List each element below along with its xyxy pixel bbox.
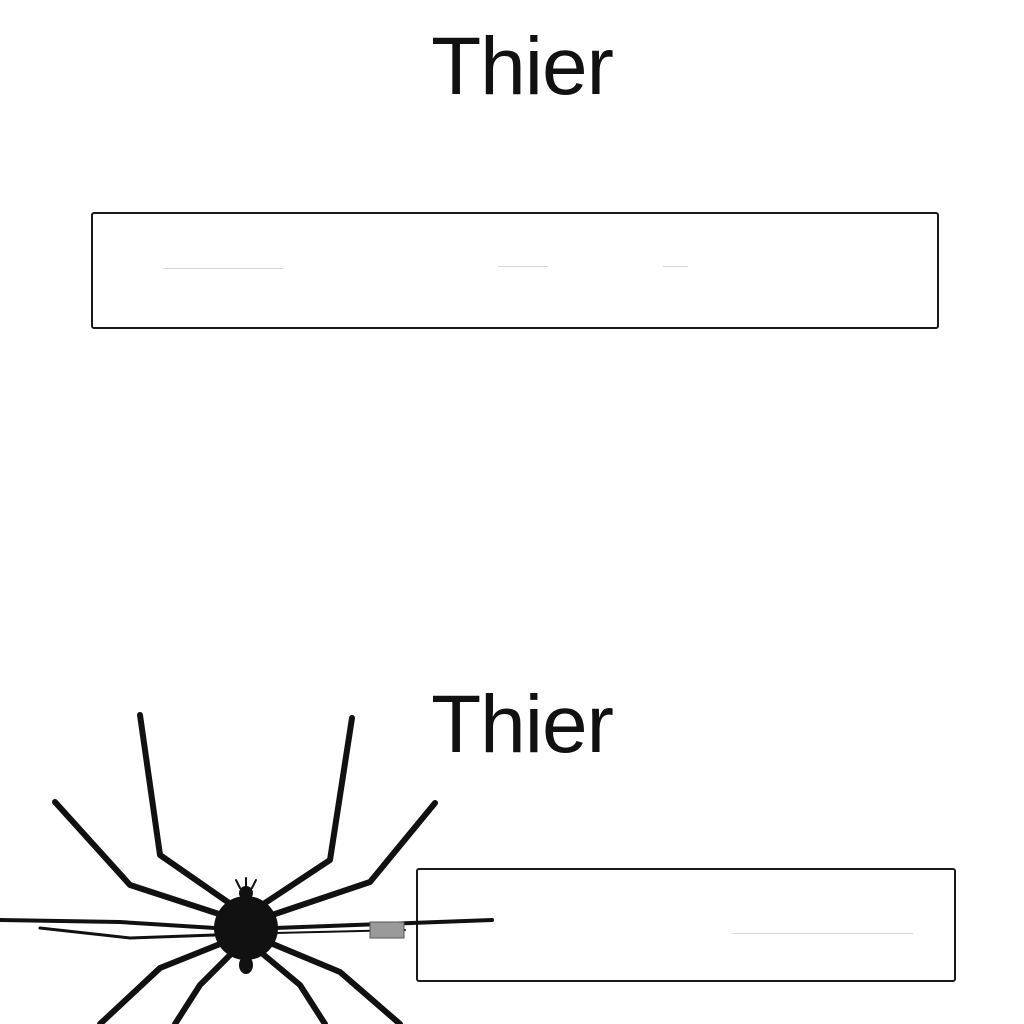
spider-leg	[38, 926, 217, 940]
spider-body	[214, 896, 278, 960]
spider-leg	[259, 715, 355, 908]
bottom-title: Thier	[431, 679, 614, 770]
top-title: Thier	[431, 21, 614, 112]
spider-leg	[137, 712, 235, 908]
sketch-line	[498, 266, 548, 267]
sketch-line	[663, 266, 688, 267]
sketch-line	[163, 268, 283, 269]
bottom-text-field[interactable]	[416, 868, 956, 982]
spider-leg	[265, 939, 403, 1024]
spider-leg	[269, 800, 438, 918]
spider-leg	[97, 939, 228, 1024]
spider-spinneret	[239, 956, 253, 974]
spider-leg	[0, 918, 217, 930]
spider-leg	[255, 947, 328, 1024]
top-text-field[interactable]	[91, 212, 939, 329]
sketch-line	[733, 933, 913, 934]
spider-leg	[172, 947, 238, 1024]
spider-head	[239, 886, 253, 900]
spider-leg	[52, 799, 225, 918]
spider-icon	[0, 712, 494, 1024]
pointer-tip	[369, 921, 405, 939]
